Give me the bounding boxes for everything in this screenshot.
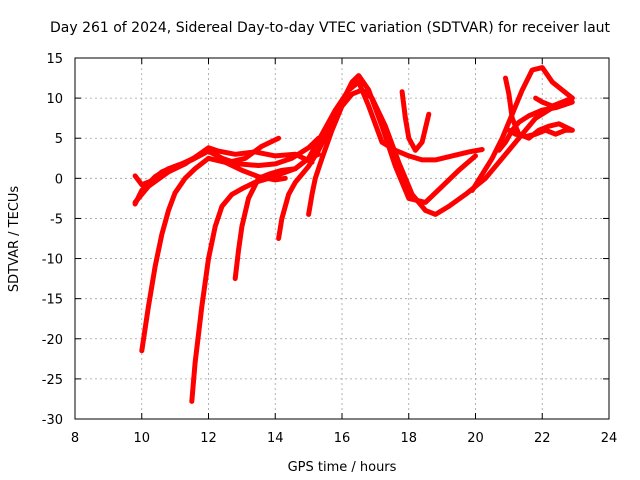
y-tick-label: -10: [42, 253, 63, 268]
x-tick-label: 12: [200, 431, 217, 446]
x-tick-label: 22: [534, 431, 551, 446]
series-arc-8: [306, 87, 572, 217]
x-tick-label: 8: [71, 431, 79, 446]
x-axis-label: GPS time / hours: [288, 460, 397, 475]
grid-lines: [75, 58, 609, 419]
y-tick-label: -30: [42, 413, 63, 428]
series-arc-5: [189, 151, 322, 404]
y-tick-label: -15: [42, 293, 63, 308]
series-arc-14-markers: [533, 96, 575, 108]
y-tick-label: 10: [46, 92, 63, 107]
series-arc-7-markers: [276, 73, 478, 241]
series-arc-3-markers: [133, 136, 281, 205]
series-arc-13-markers: [507, 128, 575, 139]
x-tick-label: 24: [601, 431, 618, 446]
plot-frame: [74, 57, 610, 420]
series-arc-4-markers: [140, 156, 288, 353]
y-tick-label: -25: [42, 373, 63, 388]
series-arc-9-markers: [400, 89, 431, 153]
series-arc-10-markers: [470, 65, 575, 193]
x-tick-label: 20: [467, 431, 484, 446]
y-tick-label: 15: [46, 52, 63, 67]
y-axis-label: SDTVAR / TECUs: [7, 186, 22, 293]
x-tick-label: 14: [267, 431, 284, 446]
x-tick-label: 18: [400, 431, 417, 446]
y-tick-label: 5: [55, 132, 63, 147]
data-series: [132, 65, 575, 404]
x-tick-label: 16: [334, 431, 351, 446]
tick-labels: 8 10 12 14 16 18 20 22 24 -30 -25 -20 -15 -10 -5 0 5 10 15: [42, 52, 618, 446]
series-arc-4: [139, 155, 288, 354]
y-tick-label: -5: [50, 212, 63, 227]
series-arc-5-markers: [190, 152, 321, 404]
y-tick-label: 0: [55, 172, 63, 187]
chart-title: Day 261 of 2024, Sidereal Day-to-day VTE…: [50, 20, 611, 36]
y-tick-label: -20: [42, 333, 63, 348]
x-tick-label: 10: [133, 431, 150, 446]
series-arc-8-markers: [306, 88, 571, 217]
